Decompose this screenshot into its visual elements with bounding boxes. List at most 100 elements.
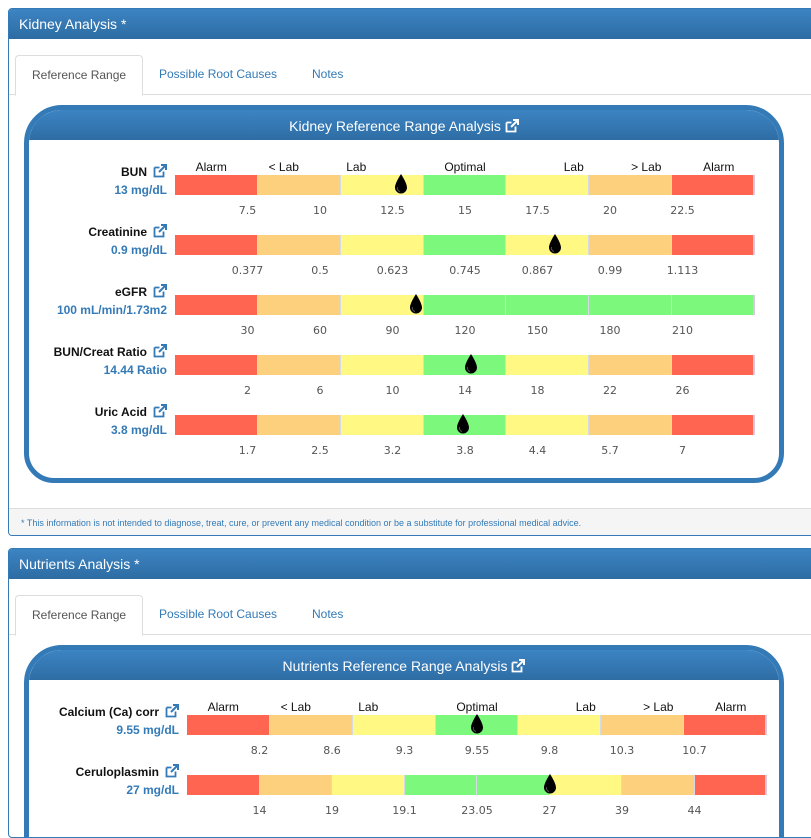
kidney-reference-range-box: Kidney Reference Range Analysis BUN 13 mg… [24,105,784,483]
range-segment-lab [340,295,424,315]
range-segment-optimal [404,775,477,795]
tick-label: 3.8 [456,444,474,457]
segment-label: > Lab [631,160,662,174]
range-segment-lab [549,775,622,795]
marker-name[interactable]: Creatinine [29,224,167,240]
kidney-analysis-panel: Kidney Analysis * Reference Range Possib… [8,8,811,536]
panel-title: Nutrients Analysis * [9,549,811,579]
marker-name[interactable]: Calcium (Ca) corr [29,704,179,720]
tab-reference-range[interactable]: Reference Range [15,55,144,96]
analysis-title: Kidney Reference Range Analysis [289,118,501,134]
tick-label: 8.6 [323,744,341,757]
tab-notes[interactable]: Notes [312,67,344,81]
tick-labels: 1.7 2.5 3.2 3.8 4.4 5.7 7 [175,444,755,458]
marker-name-text: Uric Acid [94,405,147,419]
range-segment-outside-lab [589,175,673,195]
external-link-icon[interactable] [153,164,167,178]
external-link-icon[interactable] [165,704,179,718]
range-segment-lab [518,715,602,735]
segment-label: Alarm [207,700,239,714]
tab-notes[interactable]: Notes [312,607,344,621]
range-segment-outside-lab [257,235,341,255]
tick-label: 5.7 [601,444,619,457]
tick-label: 23.05 [461,804,493,817]
range-segment-optimal [589,295,673,315]
range-segment-optimal [506,295,590,315]
range-segment-outside-lab [259,775,332,795]
marker-label: eGFR 100 mL/min/1.73m2 [29,284,167,320]
tick-label: 27 [542,804,557,817]
external-link-icon[interactable] [153,344,167,358]
tick-label: 10 [385,384,400,397]
tick-label: 4.4 [528,444,547,457]
range-segment-optimal [423,355,507,375]
tick-label: 15 [458,204,472,217]
marker-name[interactable]: Ceruloplasmin [29,764,179,780]
analysis-title: Nutrients Reference Range Analysis [282,658,508,674]
tab-possible-root-causes[interactable]: Possible Root Causes [159,67,278,81]
tick-label: 150 [527,324,548,337]
tick-label: 10 [313,204,327,217]
disclaimer-footer: * This information is not intended to di… [9,508,811,535]
tick-label: 19.1 [392,804,417,817]
marker-name[interactable]: eGFR [29,284,167,300]
range-bar [175,415,755,435]
range-segment-alarm [672,415,755,435]
marker-name-text: BUN/Creat Ratio [53,345,147,359]
segment-label: Lab [563,160,584,174]
range-bar [175,355,755,375]
tick-label: 9.55 [464,744,490,757]
tick-label: 9.3 [395,744,414,757]
tick-label: 7 [679,444,686,457]
segment-label: Lab [346,160,367,174]
range-segment-alarm [187,775,260,795]
range-segment-outside-lab [589,355,673,375]
tick-label: 17.5 [525,204,550,217]
tick-labels: 14 19 19.1 23.05 27 39 44 [187,804,767,818]
external-link-icon[interactable] [511,659,526,673]
marker-value: 9.55 mg/dL [116,723,179,737]
tick-label: 20 [603,204,617,217]
tick-label: 26 [675,384,690,397]
range-segment-alarm [175,355,258,375]
segment-label: Optimal [456,700,498,714]
external-link-icon[interactable] [153,224,167,238]
segment-label: < Lab [280,700,311,714]
marker-value: 100 mL/min/1.73m2 [56,303,167,317]
marker-name[interactable]: Uric Acid [29,404,167,420]
marker-value: 27 mg/dL [126,783,179,797]
range-segment-lab [340,415,424,435]
range-segment-outside-lab [257,355,341,375]
marker-name[interactable]: BUN [29,164,167,180]
external-link-icon[interactable] [165,764,179,778]
range-segment-optimal [672,295,755,315]
segment-label: Lab [575,700,596,714]
marker-row: Creatinine 0.9 mg/dL 0.377 0.5 0.623 0.745 0.8… [29,224,779,290]
range-segment-outside-lab [257,295,341,315]
range-segment-alarm [175,235,258,255]
range-segment-outside-lab [589,415,673,435]
tick-label: 0.377 [231,264,264,277]
tab-reference-range[interactable]: Reference Range [15,595,144,636]
marker-name-text: eGFR [114,285,147,299]
range-segment-alarm [175,175,258,195]
external-link-icon[interactable] [153,284,167,298]
external-link-icon[interactable] [505,119,519,133]
tick-label: 0.99 [597,264,623,277]
external-link-icon[interactable] [153,404,167,418]
marker-label: BUN 13 mg/dL [29,164,167,200]
range-segment-lab [506,355,590,375]
marker-name[interactable]: BUN/Creat Ratio [29,344,167,360]
range-segment-lab [506,175,590,195]
tick-label: 39 [615,804,629,817]
marker-row: Calcium (Ca) corr 9.55 mg/dL Alarm < Lab Lab… [29,700,779,770]
range-segment-alarm [672,355,755,375]
tick-label: 22 [603,384,617,397]
value-marker-drop-icon [547,233,563,255]
tick-label: 2 [244,384,251,397]
range-segment-alarm [187,715,270,735]
range-segment-optimal [423,295,507,315]
marker-value: 3.8 mg/dL [110,423,167,437]
tick-label: 9.8 [540,744,559,757]
tab-possible-root-causes[interactable]: Possible Root Causes [159,607,278,621]
